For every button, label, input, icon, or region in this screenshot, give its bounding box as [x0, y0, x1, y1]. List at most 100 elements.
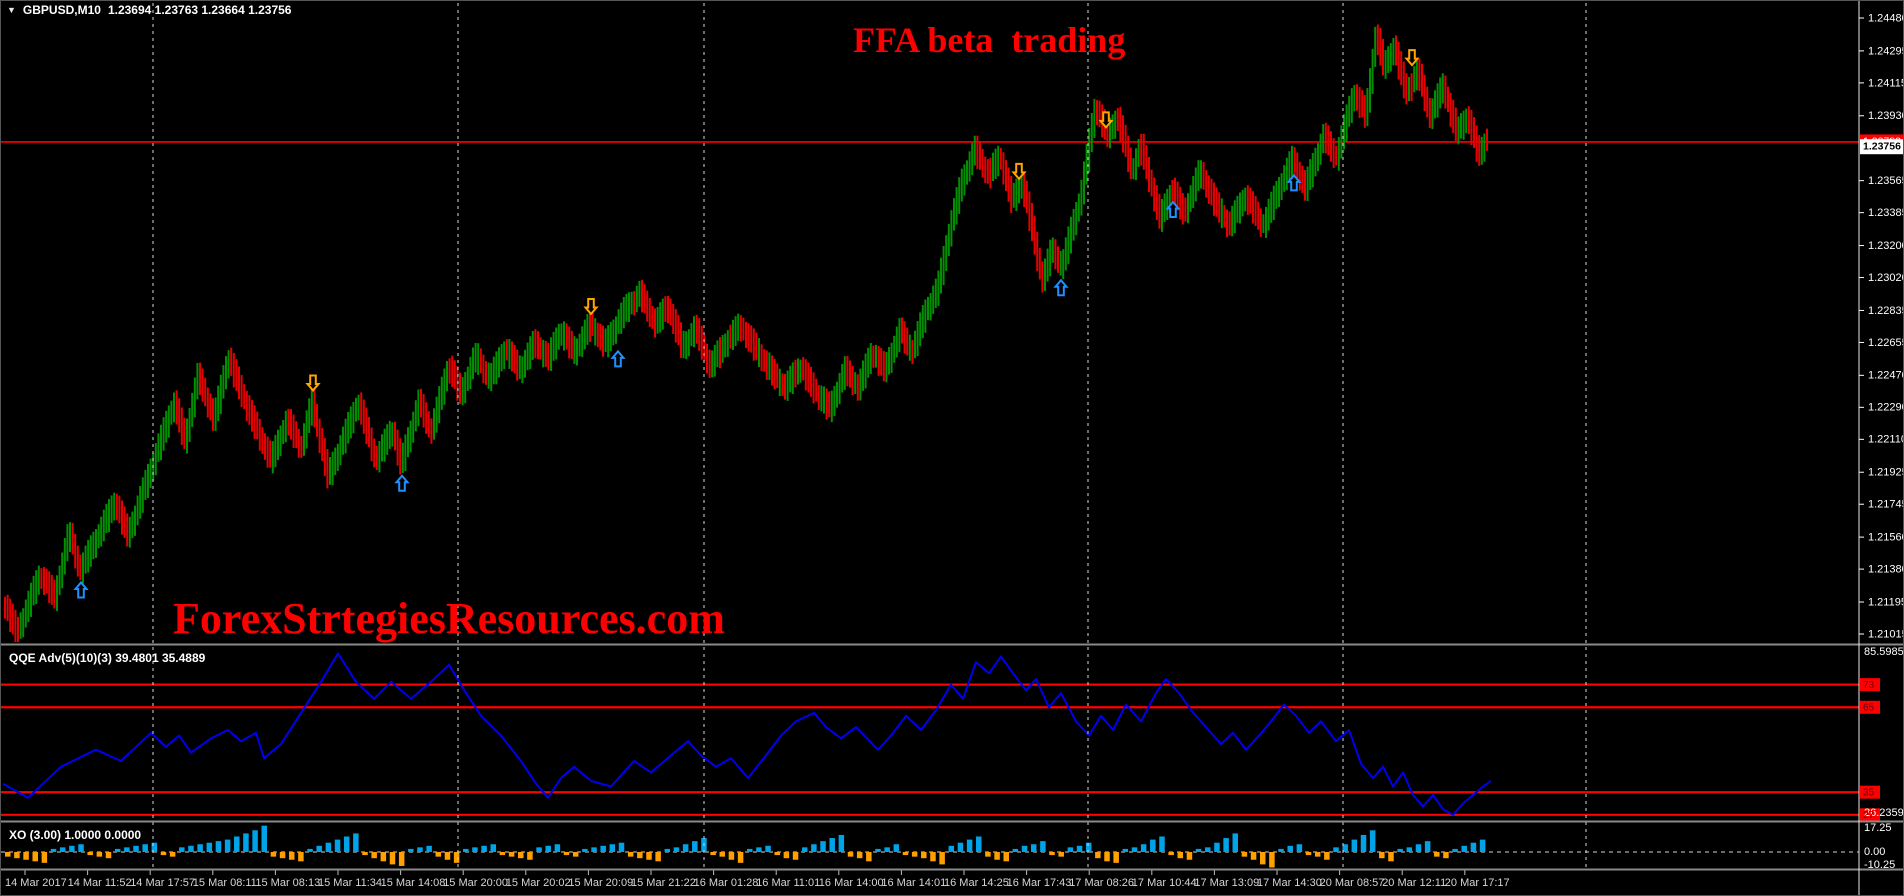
price-pane[interactable] — [1, 24, 1859, 642]
xo-histogram-bar — [1076, 845, 1083, 852]
xo-histogram-bar — [1241, 852, 1248, 857]
xo-histogram-bar — [655, 852, 661, 862]
qqe-level-box — [1860, 678, 1880, 692]
time-axis-label: 14 Mar 11:52 — [68, 877, 132, 889]
xo-histogram-bar — [481, 845, 487, 852]
xo-histogram-bar — [737, 852, 744, 863]
xo-histogram-bar — [1342, 844, 1348, 852]
xo-histogram-bar — [1232, 833, 1239, 852]
price-axis-label: 1.23565 — [1868, 175, 1904, 187]
time-axis-label: 17 Mar 14:30 — [1257, 877, 1322, 889]
xo-histogram-bar — [1140, 844, 1147, 852]
xo-histogram-bar — [1351, 839, 1358, 852]
xo-histogram-bar — [288, 852, 295, 860]
sell-signal-arrow-icon — [583, 298, 599, 316]
xo-histogram-bar — [1250, 852, 1257, 860]
xo-histogram-bar — [435, 852, 442, 857]
xo-histogram-bar — [1049, 852, 1055, 856]
xo-histogram-bar — [911, 852, 918, 857]
xo-histogram-bar — [921, 852, 927, 859]
time-axis[interactable] — [24, 870, 1466, 875]
time-axis-label: 15 Mar 21:22 — [631, 877, 696, 889]
xo-histogram-bar — [179, 847, 185, 852]
xo-histogram-bar — [1461, 845, 1468, 852]
xo-histogram-bar — [279, 852, 286, 859]
buy-signal-arrow-icon — [1286, 173, 1302, 192]
qqe-indicator-label: QQE Adv(5)(10)(3) 39.4801 35.4889 — [9, 651, 206, 665]
xo-histogram-bar — [133, 845, 139, 852]
qqe-level-box — [1860, 785, 1880, 799]
xo-histogram-bar — [453, 852, 460, 863]
qqe-level-label: 27 — [1863, 810, 1875, 821]
xo-histogram-bar — [1104, 852, 1110, 862]
xo-histogram-bar — [856, 852, 863, 859]
xo-histogram-bar — [169, 852, 176, 857]
xo-histogram-bar — [1314, 852, 1321, 857]
xo-histogram-bar — [591, 847, 597, 852]
time-axis-label: 15 Mar 20:09 — [568, 877, 633, 889]
xo-histogram-bar — [96, 852, 103, 857]
xo-histogram-bar — [1012, 848, 1019, 852]
xo-histogram-bar — [692, 841, 698, 852]
price-axis-label: 1.22290 — [1868, 402, 1904, 414]
xo-histogram-bar — [380, 852, 387, 862]
xo-histogram-bar — [765, 845, 771, 852]
xo-histogram-bar — [23, 852, 29, 860]
xo-histogram-bar — [976, 836, 982, 852]
time-axis-label: 20 Mar 08:57 — [1320, 877, 1385, 889]
xo-histogram-bar — [234, 836, 240, 852]
xo-pane[interactable] — [1, 825, 1859, 868]
xo-histogram-bar — [1443, 852, 1449, 859]
xo-histogram-bar — [307, 848, 313, 852]
price-axis-label: 1.23200 — [1868, 240, 1904, 252]
xo-histogram-bar — [664, 848, 671, 852]
qqe-pane[interactable] — [1, 652, 1859, 816]
xo-histogram-bar — [124, 847, 130, 852]
xo-histogram-bar — [747, 848, 753, 852]
xo-histogram-bar — [105, 852, 112, 859]
xo-histogram-bar — [224, 839, 231, 852]
xo-histogram-bar — [1030, 844, 1037, 852]
xo-histogram-bar — [554, 844, 561, 852]
xo-histogram-bar — [78, 844, 84, 852]
ohlc-values: 1.23694 1.23763 1.23664 1.23756 — [107, 3, 292, 17]
xo-histogram-bar — [1085, 842, 1092, 852]
xo-histogram-bar — [902, 852, 909, 856]
xo-histogram-bar — [334, 839, 341, 852]
sell-signal-arrow-icon — [1098, 111, 1114, 129]
price-axis-label: 1.23020 — [1868, 272, 1904, 284]
price-axis-label: 1.24295 — [1868, 45, 1904, 57]
price-axis[interactable] — [1859, 17, 1904, 822]
buy-signal-arrow-icon — [394, 474, 410, 492]
xo-histogram-bar — [316, 845, 322, 852]
symbol-dropdown-icon[interactable]: ▼ — [7, 5, 16, 15]
price-axis-label: 1.24115 — [1868, 77, 1904, 89]
time-axis-label: 15 Mar 08:13 — [255, 877, 320, 889]
xo-histogram-bar — [1424, 841, 1431, 852]
xo-histogram-bar — [1415, 844, 1422, 852]
qqe-max-label: 85.5985 — [1864, 646, 1904, 658]
xo-histogram-bar — [32, 852, 38, 862]
time-axis-label: 17 Mar 10:44 — [1132, 877, 1197, 889]
time-axis-label: 17 Mar 13:09 — [1194, 877, 1259, 889]
qqe-level-box — [1860, 808, 1880, 822]
xo-histogram-bar — [87, 852, 93, 856]
xo-histogram-bar — [69, 845, 75, 852]
xo-histogram-bar — [343, 836, 350, 852]
xo-indicator-label: XO (3.00) 1.0000 0.0000 — [9, 828, 142, 842]
xo-histogram-bar — [930, 852, 936, 862]
price-axis-label: 1.21925 — [1868, 467, 1904, 479]
xo-histogram-bar — [1131, 847, 1138, 852]
xo-histogram-bar — [1223, 838, 1229, 852]
time-axis-label: 16 Mar 17:43 — [1007, 877, 1072, 889]
price-axis-label: 1.22470 — [1868, 370, 1904, 382]
xo-histogram-bar — [1479, 839, 1486, 852]
title-overlay: FFA beta trading — [853, 20, 1126, 60]
xo-histogram-bar — [362, 852, 368, 856]
xo-histogram-bar — [1195, 848, 1202, 852]
xo-histogram-bar — [114, 848, 121, 852]
xo-histogram-bar — [572, 852, 579, 857]
price-axis-label: 1.22110 — [1868, 434, 1904, 446]
